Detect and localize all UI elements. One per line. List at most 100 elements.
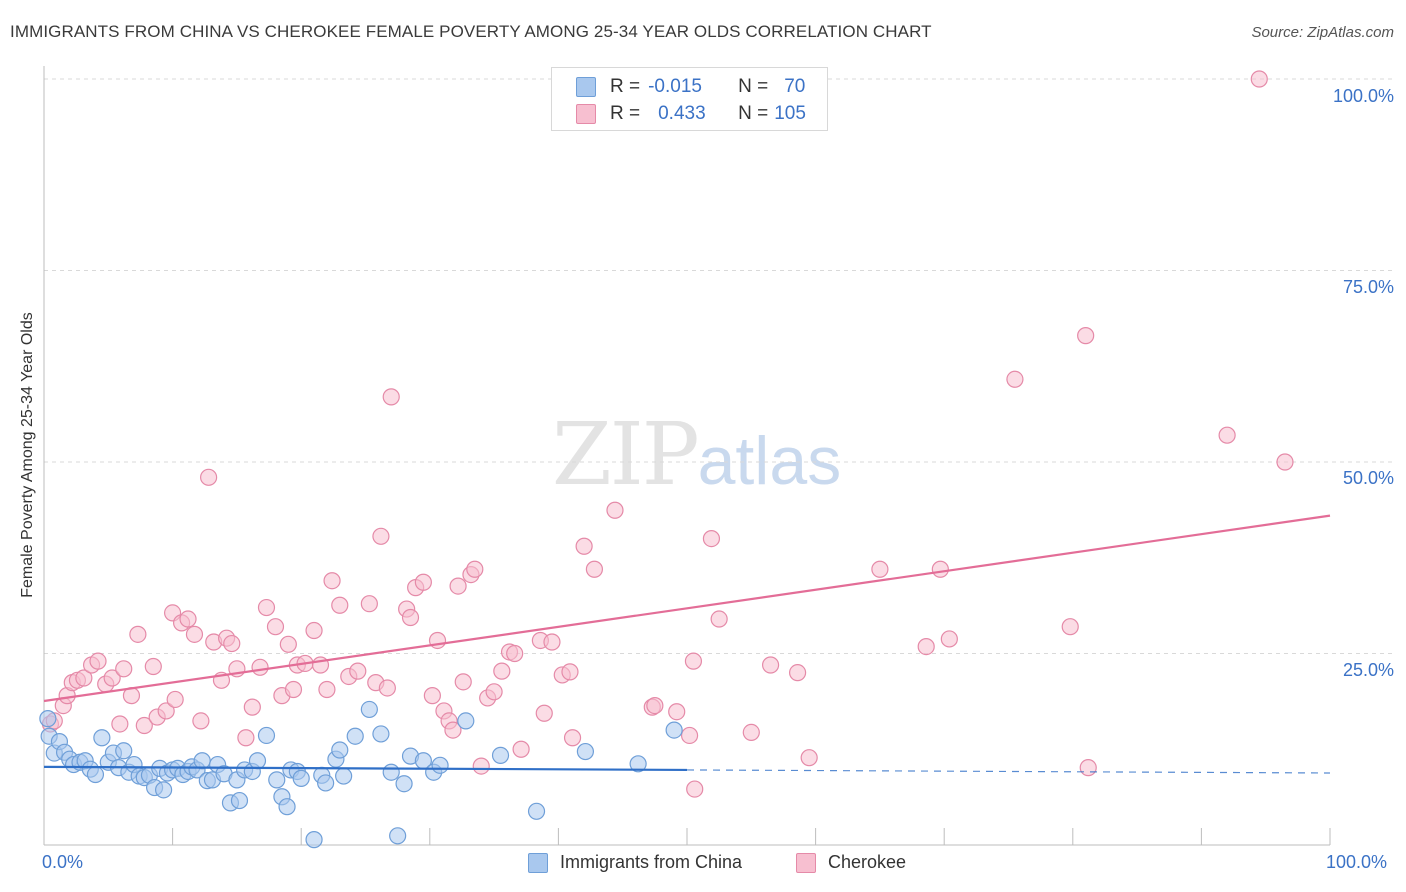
legend-r-label: R = — [610, 103, 641, 124]
cherokee-point — [917, 638, 935, 656]
cherokee-point — [561, 663, 579, 681]
cherokee-point — [279, 635, 297, 653]
y-tick-label: 50.0% — [1342, 468, 1394, 488]
cherokee-point — [686, 780, 704, 798]
legend-n-label: N = — [738, 76, 769, 97]
cherokee-point — [563, 729, 582, 747]
cherokee-point — [543, 633, 561, 651]
china-point — [305, 831, 323, 849]
cherokee-point — [871, 560, 889, 578]
cherokee-point — [257, 598, 276, 617]
y-tick-label: 100.0% — [1332, 86, 1394, 106]
china-point — [382, 763, 400, 781]
cherokee-point — [535, 704, 553, 722]
bottom-legend-china: Immigrants from China — [528, 852, 742, 873]
china-point — [268, 771, 286, 789]
cherokee-point — [372, 527, 390, 545]
cherokee-point — [144, 657, 162, 676]
china-swatch — [576, 77, 596, 97]
cherokee-point — [75, 669, 93, 687]
cherokee-point — [444, 721, 462, 739]
cherokee-point — [331, 596, 349, 614]
china-point — [372, 725, 390, 743]
china-point — [576, 742, 595, 761]
china-point — [527, 802, 546, 820]
watermark-zip: ZIP — [552, 405, 700, 505]
cherokee-point — [606, 501, 624, 519]
cherokee-point — [318, 680, 336, 699]
cherokee-point — [360, 595, 378, 613]
cherokee-point — [401, 608, 420, 627]
cherokee-point — [585, 560, 604, 578]
cherokee-points — [41, 70, 1294, 798]
bottom-legend-cherokee: Cherokee — [796, 852, 906, 873]
cherokee-legend-label: Cherokee — [828, 852, 907, 872]
cherokee-point — [200, 468, 218, 486]
china-trend-extension — [686, 769, 1331, 774]
china-point — [431, 756, 449, 774]
x-tick-label-min: 0.0% — [42, 852, 84, 872]
cherokee-point — [485, 683, 503, 701]
china-point — [665, 721, 683, 739]
legend-n-value: 70 — [784, 76, 806, 97]
grid-lines — [44, 78, 1394, 654]
china-legend-swatch — [528, 852, 548, 873]
cherokee-point — [349, 662, 367, 680]
cherokee-point — [702, 529, 721, 548]
cherokee-point — [449, 577, 467, 595]
cherokee-point — [115, 660, 133, 678]
y-tick-label: 25.0% — [1342, 660, 1394, 680]
cherokee-point — [761, 656, 780, 674]
y-tick-label: 75.0% — [1342, 277, 1394, 297]
cherokee-point — [305, 621, 323, 640]
cherokee-point — [454, 673, 472, 691]
china-point — [154, 781, 173, 799]
china-point — [230, 791, 249, 810]
x-tick-label-max: 100.0% — [1326, 852, 1388, 872]
legend-n-label: N = — [738, 103, 769, 124]
cherokee-point — [89, 652, 107, 670]
cherokee-point — [179, 610, 197, 628]
china-point — [278, 798, 296, 816]
china-points — [39, 700, 683, 849]
china-point — [317, 774, 335, 792]
cherokee-point — [378, 679, 396, 697]
china-point — [491, 746, 510, 764]
china-point — [257, 726, 276, 745]
cherokee-point — [166, 690, 184, 709]
china-point — [457, 712, 475, 730]
cherokee-point — [472, 757, 490, 775]
china-point — [395, 775, 413, 793]
cherokee-point — [1276, 453, 1294, 471]
source-label: Source: ZipAtlas.com — [1251, 24, 1394, 41]
legend-row-china: R = -0.015 N = 70 — [576, 75, 805, 99]
cherokee-point — [129, 625, 147, 643]
china-point — [331, 741, 349, 759]
cherokee-point — [414, 573, 432, 591]
china-trend-line — [43, 765, 688, 772]
china-point — [39, 710, 57, 728]
legend: R = -0.015 N = 70 R = 0.433 N = 105 — [551, 67, 828, 131]
cherokee-point — [512, 740, 530, 758]
watermark: ZIPatlas — [552, 405, 841, 505]
cherokee-point — [1250, 70, 1268, 88]
cherokee-swatch — [576, 104, 596, 124]
cherokee-point — [466, 560, 484, 578]
cherokee-legend-swatch — [796, 852, 816, 873]
china-point — [292, 769, 310, 787]
legend-n-value: 105 — [774, 103, 806, 124]
cherokee-point — [800, 749, 818, 767]
cherokee-point — [1061, 618, 1079, 636]
china-point — [86, 765, 105, 784]
cherokee-point — [1079, 759, 1097, 777]
cherokee-point — [223, 634, 241, 653]
china-point — [248, 752, 267, 770]
chart-title: IMMIGRANTS FROM CHINA VS CHEROKEE FEMALE… — [10, 22, 932, 41]
cherokee-point — [575, 537, 593, 555]
cherokee-point — [506, 644, 524, 663]
cherokee-point — [237, 729, 255, 747]
trend-lines — [43, 514, 1331, 774]
legend-r-value: -0.015 — [648, 76, 702, 97]
cherokee-point — [423, 687, 441, 705]
cherokee-point — [493, 662, 511, 680]
